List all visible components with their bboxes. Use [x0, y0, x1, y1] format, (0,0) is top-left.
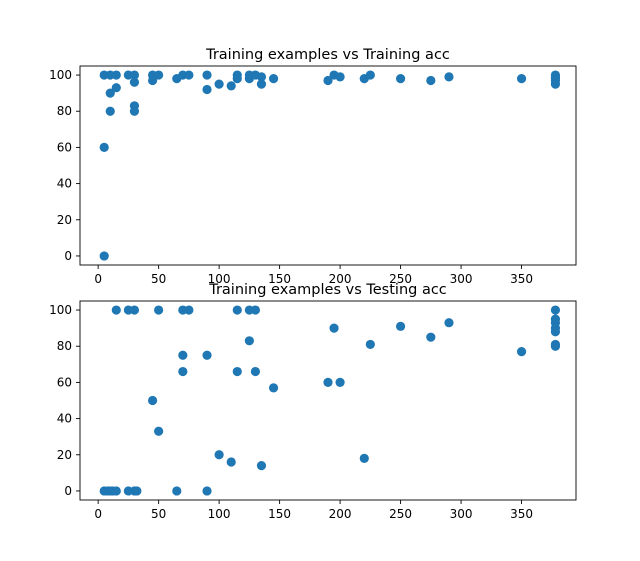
testing-acc-x-tick-label: 100	[208, 507, 231, 521]
testing-acc-point	[202, 486, 212, 496]
training-acc-point	[147, 75, 158, 86]
training-acc-point	[365, 70, 375, 80]
training-acc-point	[111, 83, 121, 93]
training-acc-point	[426, 75, 436, 86]
training-acc-point	[550, 79, 561, 89]
testing-acc-point	[550, 327, 561, 337]
testing-acc-point	[178, 366, 188, 377]
testing-acc-y-tick-label: 0	[64, 484, 72, 498]
testing-acc-point	[329, 323, 339, 333]
testing-acc-point	[244, 336, 254, 346]
testing-acc-x-tick-label: 200	[329, 507, 352, 521]
testing-acc-y-tick-label: 20	[57, 448, 72, 462]
testing-acc-chart-title: Training examples vs Testing acc	[208, 282, 447, 298]
testing-acc-axes-frame	[79, 300, 577, 501]
training-acc-y-tick-label: 100	[49, 68, 72, 82]
training-acc-point	[395, 74, 406, 84]
testing-acc-point	[444, 318, 454, 328]
training-acc-x-tick-label: 350	[510, 272, 533, 286]
training-acc-y-tick-label: 20	[57, 213, 72, 227]
training-acc-y-tick-label: 40	[57, 177, 72, 191]
training-acc-point	[111, 70, 121, 80]
testing-acc-x-tick-label: 150	[268, 507, 291, 521]
testing-acc-point	[395, 321, 406, 331]
training-acc-point	[202, 84, 212, 95]
testing-acc-point	[335, 377, 345, 388]
training-acc-point	[129, 77, 140, 87]
testing-acc-point	[250, 366, 261, 377]
testing-acc-y-tick-label: 60	[57, 375, 72, 389]
training-acc-point	[232, 74, 242, 84]
testing-acc-point	[232, 305, 242, 315]
training-acc-subplot: 0 50 100 150 200 250 300 350 0 20 40 60 80 100 Trainin…	[49, 47, 577, 286]
training-acc-point	[105, 106, 115, 116]
testing-acc-point	[147, 395, 158, 406]
testing-acc-point	[250, 305, 261, 315]
testing-acc-point	[268, 383, 279, 393]
testing-acc-point	[256, 461, 267, 471]
testing-acc-point	[232, 366, 242, 377]
training-acc-x-tick-label: 100	[208, 272, 231, 286]
testing-acc-point	[365, 339, 375, 350]
testing-acc-point	[132, 486, 142, 496]
testing-acc-point	[550, 341, 561, 351]
training-acc-point	[256, 72, 267, 82]
testing-acc-x-tick-label: 350	[510, 507, 533, 521]
testing-acc-x-tick-label: 250	[389, 507, 412, 521]
training-acc-point	[105, 88, 115, 98]
testing-acc-point	[226, 457, 236, 467]
training-acc-point	[268, 74, 279, 84]
testing-acc-point	[426, 332, 436, 342]
testing-acc-point	[202, 350, 212, 360]
testing-acc-point	[359, 453, 369, 463]
testing-acc-y-tick-label: 100	[49, 303, 72, 317]
training-acc-point	[184, 70, 194, 80]
testing-acc-x-tick-label: 300	[450, 507, 473, 521]
testing-acc-y-tick-label: 80	[57, 339, 72, 353]
training-acc-axes-frame	[79, 65, 577, 266]
training-acc-point	[256, 79, 267, 89]
training-acc-point	[444, 72, 454, 82]
training-acc-x-tick-label: 200	[329, 272, 352, 286]
testing-acc-point	[516, 347, 527, 357]
testing-acc-point	[178, 350, 188, 360]
training-acc-point	[129, 106, 140, 116]
training-acc-chart-title: Training examples vs Training acc	[205, 47, 450, 63]
testing-acc-point	[129, 305, 140, 315]
training-acc-y-tick-label: 80	[57, 104, 72, 118]
training-acc-point	[99, 251, 109, 261]
training-acc-point	[154, 70, 164, 80]
training-acc-point	[202, 70, 212, 80]
testing-acc-point	[154, 305, 164, 315]
training-acc-point	[323, 75, 333, 86]
testing-acc-x-tick-label: 0	[94, 507, 102, 521]
training-acc-y-tick-label: 60	[57, 140, 72, 154]
training-acc-x-tick-label: 250	[389, 272, 412, 286]
training-acc-point	[214, 79, 224, 89]
training-acc-point	[335, 72, 345, 82]
testing-acc-point	[111, 486, 121, 496]
training-acc-y-tick-label: 0	[64, 249, 72, 263]
testing-acc-y-tick-label: 40	[57, 412, 72, 426]
training-acc-x-tick-label: 50	[151, 272, 166, 286]
training-acc-x-tick-label: 300	[450, 272, 473, 286]
training-acc-point	[226, 81, 236, 91]
testing-acc-x-tick-label: 50	[151, 507, 166, 521]
testing-acc-point	[172, 486, 182, 496]
training-acc-point	[99, 142, 109, 153]
training-acc-point	[129, 70, 140, 80]
training-acc-point	[516, 74, 527, 84]
testing-acc-subplot: 0 50 100 150 200 250 300 350 0 20 40 60 80 100 Trainin…	[49, 282, 577, 521]
training-acc-x-tick-label: 150	[268, 272, 291, 286]
training-acc-x-tick-label: 0	[94, 272, 102, 286]
testing-acc-point	[154, 426, 164, 436]
testing-acc-point	[550, 305, 561, 315]
testing-acc-point	[323, 377, 333, 388]
testing-acc-point	[214, 450, 224, 460]
testing-acc-point	[184, 305, 194, 315]
testing-acc-point	[111, 305, 121, 315]
